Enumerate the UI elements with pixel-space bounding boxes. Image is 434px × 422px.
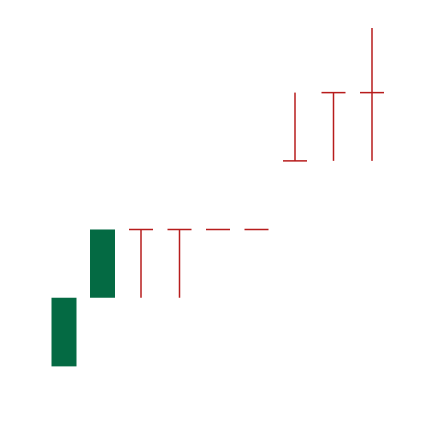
candle-3 <box>129 228 153 298</box>
candle-7 <box>283 92 307 162</box>
candle-4 <box>167 228 192 298</box>
candle-1 <box>51 297 77 367</box>
candle-9 <box>360 28 384 161</box>
candle-body <box>51 297 77 367</box>
candle-2 <box>90 229 115 298</box>
candle-8 <box>321 91 346 161</box>
candle-body <box>90 229 115 298</box>
